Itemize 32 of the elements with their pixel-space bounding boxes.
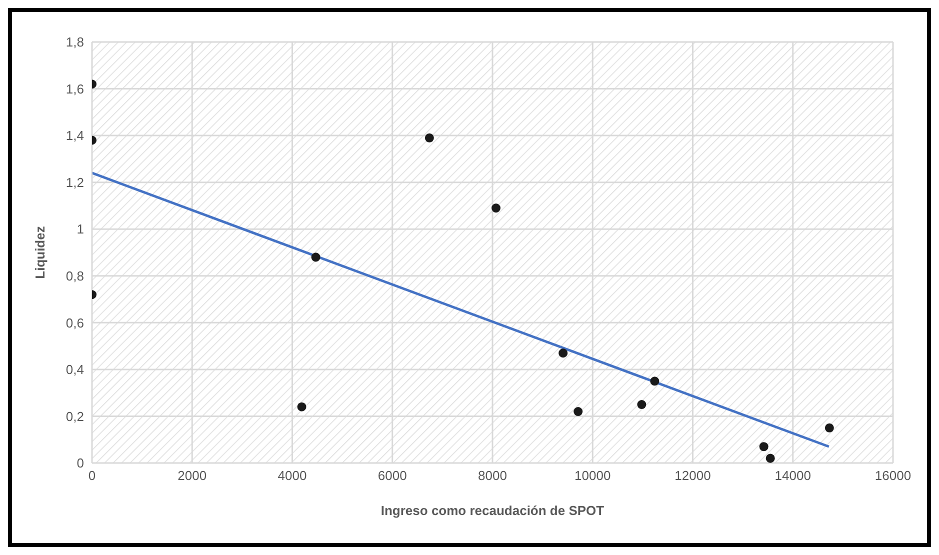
- point: [759, 442, 768, 452]
- point: [297, 402, 306, 412]
- y-tick-label: 1,6: [66, 81, 84, 96]
- x-tick-label: 12000: [674, 468, 711, 484]
- x-tick-label: 6000: [378, 468, 407, 484]
- y-tick-label: 0: [76, 456, 84, 471]
- y-tick-label: 0,4: [66, 362, 84, 378]
- x-tick-label: 14000: [774, 468, 811, 484]
- x-tick-label: 4000: [278, 468, 307, 484]
- point: [424, 133, 434, 142]
- y-tick-label: 1: [76, 222, 84, 237]
- y-tick-label: 1,8: [66, 34, 84, 50]
- y-tick-label: 1,4: [66, 128, 84, 144]
- y-tick-label: 0,6: [66, 315, 84, 330]
- y-tick-label: 0,2: [66, 408, 84, 424]
- point: [558, 348, 568, 358]
- y-tick-label: 0,8: [66, 268, 84, 284]
- point: [311, 252, 320, 262]
- x-tick-label: 10000: [574, 468, 611, 484]
- point: [824, 423, 834, 432]
- y-axis-title: Liquidez: [32, 226, 48, 279]
- x-tick-label: 16000: [874, 468, 912, 484]
- point: [637, 400, 646, 410]
- x-axis-title: Ingreso como recaudación de SPOT: [380, 503, 604, 518]
- x-tick-label: 0: [88, 468, 96, 484]
- point: [491, 204, 501, 213]
- point: [766, 454, 775, 463]
- x-tick-label: 2000: [178, 468, 207, 484]
- point: [650, 376, 660, 386]
- point: [574, 407, 583, 416]
- x-tick-label: 8000: [478, 468, 507, 484]
- y-tick-label: 1,2: [66, 174, 84, 190]
